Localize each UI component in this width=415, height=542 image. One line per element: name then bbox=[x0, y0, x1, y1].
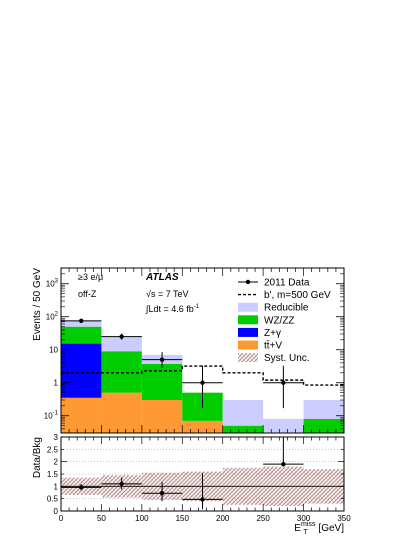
ratio-y-tick-label-6: 3 bbox=[54, 433, 59, 442]
lumi-prefix: ∫Ldt = 4.6 fb bbox=[145, 304, 194, 314]
bar-wz-zz-bin-0 bbox=[61, 326, 102, 344]
data-point-3 bbox=[200, 380, 205, 385]
bar-reducible-bin-5 bbox=[263, 418, 304, 433]
bar-tt-v-bin-3 bbox=[182, 420, 223, 433]
x-tick-label-6: 300 bbox=[297, 514, 311, 523]
ratio-y-tick-label-1: 0.5 bbox=[47, 495, 59, 504]
bar-reducible-bin-6 bbox=[303, 400, 344, 419]
ratio-y-tick-label-2: 1 bbox=[54, 482, 59, 491]
bar-reducible-bin-0 bbox=[61, 320, 102, 327]
ratio-points bbox=[61, 437, 304, 510]
main-y-tick-label-3: 102 bbox=[46, 312, 59, 322]
main-y-tick-exp-3: 2 bbox=[55, 312, 59, 318]
ratio-y-axis: 0 0.5 1 1.5 2 2.5 3 bbox=[47, 433, 344, 516]
data-point-1 bbox=[119, 334, 124, 339]
main-y-tick-base-3: 10 bbox=[46, 313, 55, 322]
main-y-tick-base-2: 10 bbox=[49, 346, 58, 355]
data-point-4 bbox=[281, 380, 286, 385]
bar-tt-v-bin-1 bbox=[101, 392, 142, 433]
legend-swatch-syst bbox=[238, 353, 258, 363]
bar-tt-v-bin-2 bbox=[141, 400, 183, 433]
bar-wz-zz-bin-1 bbox=[101, 351, 142, 393]
main-y-tick-base-1: 1 bbox=[54, 379, 59, 388]
x-tick-label-3: 150 bbox=[176, 514, 190, 523]
data-point-0 bbox=[79, 318, 84, 324]
main-y-tick-base-4: 10 bbox=[46, 280, 55, 289]
ratio-panel: 0 0.5 1 1.5 2 2.5 3 0 50 100 150 200 250 300 350 Data… bbox=[32, 433, 351, 536]
main-y-tick-base-0: 10 bbox=[44, 412, 53, 421]
energy-label: √s = 7 TeV bbox=[146, 289, 189, 299]
x-axis-label-sup: miss bbox=[301, 521, 316, 528]
bar-z--bin-0 bbox=[61, 343, 102, 398]
lumi-label: ∫Ldt = 4.6 fb-1 bbox=[145, 304, 200, 314]
legend-label-tt-v: tt̄+V bbox=[264, 339, 282, 351]
main-y-tick-exp-0: -1 bbox=[53, 411, 59, 417]
x-tick-label-1: 50 bbox=[97, 514, 106, 523]
legend-data-marker bbox=[245, 279, 251, 285]
legend-swatch-reducible bbox=[238, 302, 258, 312]
legend-swatch-tt-v bbox=[238, 340, 258, 350]
main-y-tick-exp-4: 3 bbox=[55, 279, 59, 285]
main-y-tick-label-0: 10-1 bbox=[44, 411, 59, 421]
main-y-tick-label-4: 103 bbox=[46, 279, 59, 289]
bar-reducible-bin-4 bbox=[222, 400, 264, 426]
x-tick-label-0: 0 bbox=[59, 514, 64, 523]
legend-label-reducible: Reducible bbox=[264, 303, 309, 314]
ratio-point-2 bbox=[159, 491, 165, 496]
plot-labels: ≥3 e/μ off-Z ATLAS √s = 7 TeV ∫Ldt = 4.6… bbox=[78, 272, 200, 314]
ratio-point-1 bbox=[119, 481, 124, 487]
main-y-axis-label: Events / 50 GeV bbox=[32, 268, 43, 341]
legend-label-b-m-500-gev: b', m=500 GeV bbox=[264, 290, 331, 301]
legend-label-wz-zz: WZ/ZZ bbox=[264, 315, 295, 326]
main-x-axis bbox=[60, 268, 345, 433]
main-frame bbox=[60, 267, 345, 434]
ratio-y-tick-label-4: 2 bbox=[54, 458, 59, 467]
x-axis-label-unit: [GeV] bbox=[316, 523, 345, 534]
bar-wz-zz-bin-6 bbox=[303, 418, 344, 433]
ratio-x-axis: 0 50 100 150 200 250 300 350 bbox=[59, 437, 351, 523]
bar-reducible-bin-1 bbox=[101, 337, 142, 352]
lumi-exponent: -1 bbox=[194, 304, 200, 310]
x-tick-label-4: 200 bbox=[216, 514, 230, 523]
ratio-point-0 bbox=[79, 485, 84, 490]
signal-histogram bbox=[61, 365, 344, 386]
atlas-label: ATLAS bbox=[145, 272, 179, 283]
signal-line bbox=[61, 365, 344, 386]
ratio-y-tick-label-5: 2.5 bbox=[47, 445, 59, 454]
x-axis-label-main: E bbox=[294, 523, 301, 534]
legend-label-z-: Z+γ bbox=[264, 328, 281, 339]
main-y-tick-label-1: 1 bbox=[54, 379, 59, 388]
x-tick-label-5: 250 bbox=[256, 514, 270, 523]
legend-swatch-z- bbox=[238, 327, 258, 337]
x-axis-label-sub: T bbox=[303, 529, 308, 536]
data-points bbox=[61, 318, 304, 409]
legend-swatch-wz-zz bbox=[238, 315, 258, 325]
ratio-y-tick-label-3: 1.5 bbox=[47, 470, 59, 479]
legend-label-2011-data: 2011 Data bbox=[264, 278, 310, 289]
data-point-2 bbox=[159, 357, 165, 362]
ratio-y-tick-label-0: 0 bbox=[54, 507, 59, 516]
x-tick-label-7: 350 bbox=[337, 514, 351, 523]
legend-label-syst-unc-: Syst. Unc. bbox=[264, 353, 310, 364]
region-label: off-Z bbox=[78, 289, 97, 299]
main-y-tick-label-2: 10 bbox=[49, 346, 58, 355]
x-tick-label-2: 100 bbox=[135, 514, 149, 523]
ratio-y-axis-label: Data/Bkg bbox=[32, 437, 43, 478]
bar-wz-zz-bin-2 bbox=[141, 363, 183, 400]
ratio-point-3 bbox=[200, 497, 205, 502]
ratio-point-4 bbox=[281, 461, 286, 467]
channel-label: ≥3 e/μ bbox=[78, 272, 103, 282]
bar-wz-zz-bin-4 bbox=[222, 425, 264, 433]
x-axis-label: Emiss T [GeV] bbox=[294, 521, 344, 536]
